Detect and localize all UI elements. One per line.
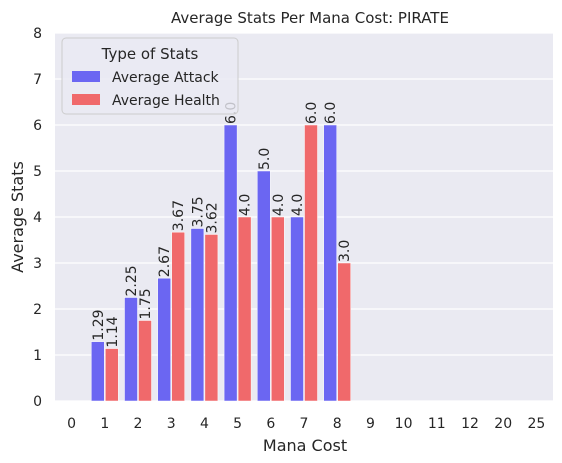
x-tick-label: 1 [100,416,109,432]
x-tick-label: 10 [395,416,413,432]
y-tick-label: 0 [33,394,42,410]
x-tick-label: 8 [333,416,342,432]
x-axis-ticks: 0 1 2 3 4 5 6 7 8 9 10 11 12 20 25 [67,416,545,432]
y-tick-label: 7 [33,72,42,88]
x-axis-label: Mana Cost [263,436,347,455]
health-bar [138,320,152,402]
y-tick-label: 2 [33,302,42,318]
bar-value-label: 1.75 [138,288,154,319]
bar-value-label: 5.0 [257,148,273,170]
health-bar [271,216,285,402]
legend-frame [61,37,239,115]
y-tick-label: 6 [33,118,42,134]
attack-bar [290,216,304,402]
legend-label-health: Average Health [112,93,220,109]
bar-value-label: 1.29 [91,309,107,340]
attack-bar [223,124,238,402]
bar-value-label: 3.62 [204,202,220,233]
legend-swatch-attack [72,71,100,82]
bar-value-label: 3.0 [337,240,353,262]
health-bar [304,124,318,402]
y-tick-label: 1 [33,348,42,364]
chart-title: Average Stats Per Mana Cost: PIRATE [171,9,449,27]
x-tick-label: 6 [266,416,275,432]
bar-value-label: 6.0 [323,102,339,124]
health-bar [237,216,252,402]
attack-bar [91,341,105,402]
x-tick-label: 7 [300,416,309,432]
legend-title: Type of Stats [101,45,199,63]
x-tick-label: 9 [366,416,375,432]
x-tick-label: 25 [527,416,545,432]
x-tick-label: 20 [494,416,512,432]
x-tick-label: 5 [233,416,242,432]
legend-swatch-health [72,94,100,105]
bars [91,124,351,402]
x-tick-label: 0 [67,416,76,432]
health-bar [337,262,351,402]
y-axis-label: Average Stats [8,161,27,273]
attack-bar [190,228,205,402]
bar-value-label: 3.67 [171,200,187,231]
attack-bar [157,277,171,402]
y-tick-label: 4 [33,210,42,226]
bar-value-label: 4.0 [238,194,254,216]
attack-bar [257,170,271,402]
y-tick-label: 5 [33,164,42,180]
y-axis-ticks: 0 1 2 3 4 5 6 7 8 [33,26,42,410]
x-tick-label: 4 [200,416,209,432]
x-tick-label: 11 [428,416,446,432]
y-tick-label: 3 [33,256,42,272]
bar-labels: 1.29 2.25 2.67 3.75 6.0 5.0 4.0 6.0 1.14 1.75 3.67… [91,102,353,348]
x-tick-label: 3 [167,416,176,432]
legend-label-attack: Average Attack [112,70,220,86]
health-bar [171,231,185,402]
bar-value-label: 2.25 [124,265,140,296]
bar-value-label: 4.0 [290,194,306,216]
bar-value-label: 1.14 [105,316,121,347]
x-tick-label: 12 [461,416,479,432]
y-tick-label: 8 [33,26,42,42]
x-tick-label: 2 [134,416,143,432]
bar-value-label: 3.75 [190,196,206,227]
health-bar [105,348,119,402]
bar-value-label: 4.0 [271,194,287,216]
bar-value-label: 2.67 [157,246,173,277]
health-bar [204,234,219,402]
legend: Type of Stats Average Attack Average Hea… [61,37,239,115]
attack-bar [323,124,337,402]
attack-bar [124,297,138,402]
bar-value-label: 6.0 [304,102,320,124]
